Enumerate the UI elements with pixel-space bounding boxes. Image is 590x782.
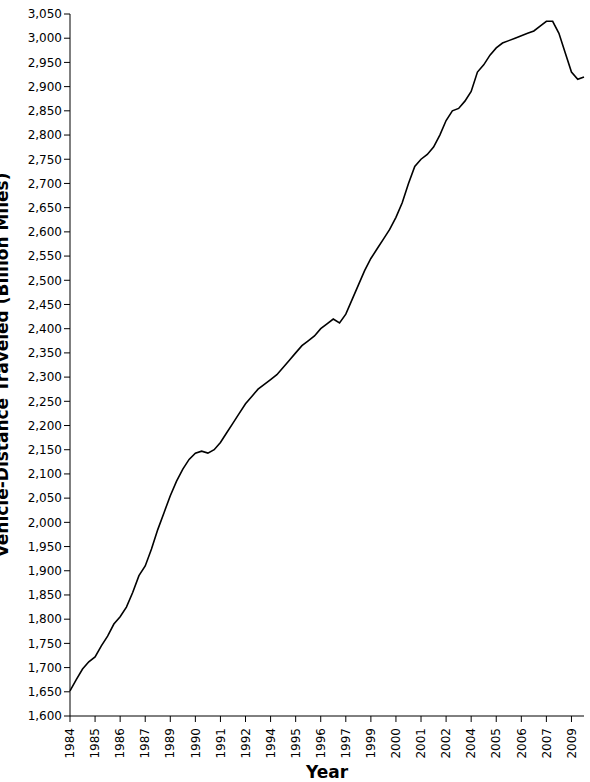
svg-text:1,850: 1,850 — [28, 588, 62, 602]
svg-text:1,600: 1,600 — [28, 709, 62, 723]
svg-text:2004: 2004 — [464, 728, 478, 759]
svg-text:1995: 1995 — [289, 728, 303, 759]
svg-text:1,900: 1,900 — [28, 564, 62, 578]
svg-text:1,750: 1,750 — [28, 637, 62, 651]
svg-text:2,300: 2,300 — [28, 370, 62, 384]
svg-text:2,250: 2,250 — [28, 395, 62, 409]
svg-text:1992: 1992 — [239, 728, 253, 759]
svg-text:2,400: 2,400 — [28, 322, 62, 336]
svg-text:2007: 2007 — [540, 728, 554, 759]
svg-text:1990: 1990 — [189, 728, 203, 759]
svg-text:1996: 1996 — [314, 728, 328, 759]
svg-text:2,950: 2,950 — [28, 56, 62, 70]
svg-text:1989: 1989 — [163, 728, 177, 759]
svg-text:1991: 1991 — [214, 728, 228, 759]
svg-text:2,750: 2,750 — [28, 153, 62, 167]
svg-text:1,800: 1,800 — [28, 612, 62, 626]
svg-text:2,350: 2,350 — [28, 346, 62, 360]
svg-text:2009: 2009 — [565, 728, 579, 759]
svg-text:2,800: 2,800 — [28, 128, 62, 142]
svg-text:2001: 2001 — [414, 728, 428, 759]
svg-text:Year: Year — [305, 762, 349, 782]
svg-text:2002: 2002 — [439, 728, 453, 759]
svg-text:1,650: 1,650 — [28, 685, 62, 699]
svg-text:2,900: 2,900 — [28, 80, 62, 94]
svg-text:1984: 1984 — [63, 728, 77, 759]
svg-text:2,050: 2,050 — [28, 491, 62, 505]
svg-text:2,700: 2,700 — [28, 177, 62, 191]
svg-text:Vehicle-Distance Traveled (Bil: Vehicle-Distance Traveled (Billion Miles… — [8, 173, 12, 558]
svg-text:1985: 1985 — [88, 728, 102, 759]
svg-text:1,700: 1,700 — [28, 661, 62, 675]
svg-text:2006: 2006 — [515, 728, 529, 759]
svg-text:1987: 1987 — [138, 728, 152, 759]
svg-text:3,000: 3,000 — [28, 31, 62, 45]
svg-text:1986: 1986 — [113, 728, 127, 759]
svg-text:2,600: 2,600 — [28, 225, 62, 239]
svg-text:2005: 2005 — [489, 728, 503, 759]
svg-text:2000: 2000 — [389, 728, 403, 759]
svg-text:1994: 1994 — [264, 728, 278, 759]
svg-text:3,050: 3,050 — [28, 7, 62, 21]
svg-text:2,200: 2,200 — [28, 419, 62, 433]
svg-text:2,450: 2,450 — [28, 298, 62, 312]
svg-text:2,150: 2,150 — [28, 443, 62, 457]
svg-text:2,850: 2,850 — [28, 104, 62, 118]
svg-text:2,500: 2,500 — [28, 274, 62, 288]
svg-text:2,550: 2,550 — [28, 249, 62, 263]
svg-text:1999: 1999 — [364, 728, 378, 759]
svg-text:2,650: 2,650 — [28, 201, 62, 215]
svg-text:1,950: 1,950 — [28, 540, 62, 554]
svg-text:1997: 1997 — [339, 728, 353, 759]
svg-text:2,000: 2,000 — [28, 516, 62, 530]
svg-text:2,100: 2,100 — [28, 467, 62, 481]
